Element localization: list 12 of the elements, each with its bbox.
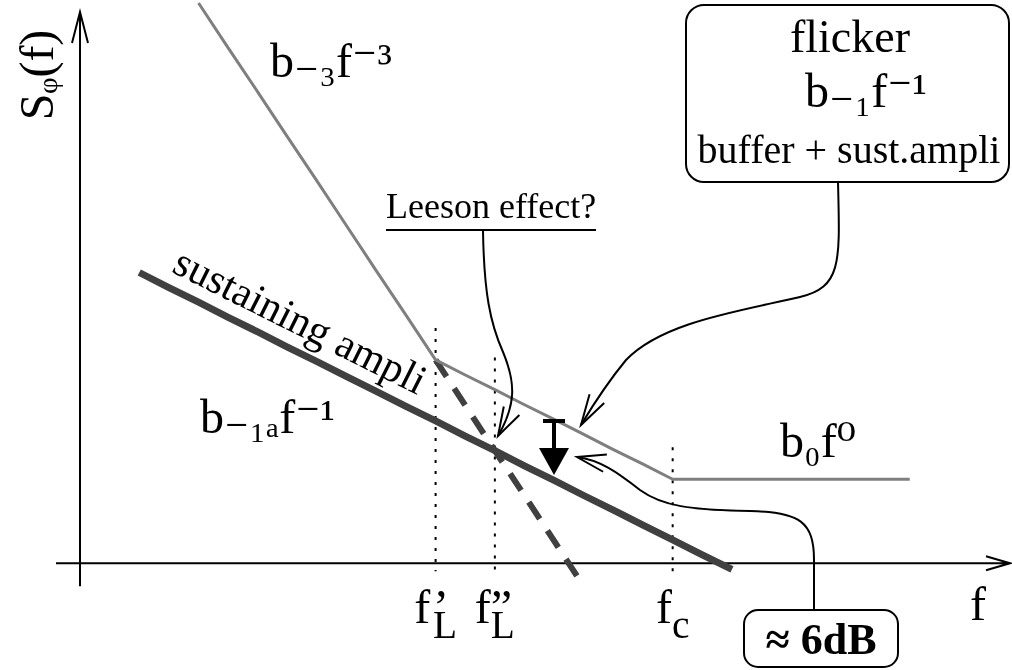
y-axis-title: Sᵩ(f) xyxy=(10,29,64,121)
annotation: Leeson effect? xyxy=(386,185,597,231)
x-tick-label: f”L xyxy=(474,580,515,647)
x-axis-title: f xyxy=(970,577,987,631)
annotation: b₋₁ₐf⁻¹ xyxy=(200,389,335,443)
annotation: buffer + sust.ampli xyxy=(697,126,1001,172)
x-tick-label: f’L xyxy=(414,580,457,647)
text: ≈ 6dB xyxy=(765,615,877,665)
annotation: b₋₃f⁻³ xyxy=(270,33,392,87)
annotation: flicker xyxy=(789,11,911,63)
annotation: b₋₁f⁻¹ xyxy=(805,63,927,117)
annotation: b₀f⁰ xyxy=(780,413,856,467)
